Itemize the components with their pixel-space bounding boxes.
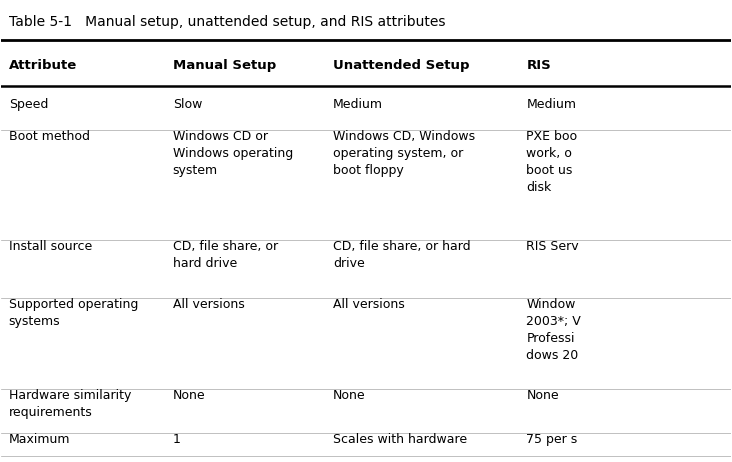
Text: 1: 1	[173, 433, 181, 446]
Text: Table 5-1   Manual setup, unattended setup, and RIS attributes: Table 5-1 Manual setup, unattended setup…	[9, 15, 445, 29]
Text: CD, file share, or hard
drive: CD, file share, or hard drive	[333, 240, 471, 270]
Text: Supported operating
systems: Supported operating systems	[9, 298, 138, 328]
Text: Unattended Setup: Unattended Setup	[333, 59, 470, 72]
Text: Slow: Slow	[173, 98, 202, 111]
Text: CD, file share, or
hard drive: CD, file share, or hard drive	[173, 240, 278, 270]
Text: Windows CD, Windows
operating system, or
boot floppy: Windows CD, Windows operating system, or…	[333, 130, 475, 177]
Text: Maximum: Maximum	[9, 433, 70, 446]
Text: All versions: All versions	[173, 298, 244, 310]
Text: Medium: Medium	[333, 98, 383, 111]
Text: None: None	[333, 389, 366, 402]
Text: 75 per s: 75 per s	[526, 433, 578, 446]
Text: All versions: All versions	[333, 298, 405, 310]
Text: Manual Setup: Manual Setup	[173, 59, 276, 72]
Text: Windows CD or
Windows operating
system: Windows CD or Windows operating system	[173, 130, 293, 177]
Text: Hardware similarity
requirements: Hardware similarity requirements	[9, 389, 131, 419]
Text: Window
2003*; V
Professi
dows 20: Window 2003*; V Professi dows 20	[526, 298, 581, 362]
Text: PXE boo
work, o
boot us
disk: PXE boo work, o boot us disk	[526, 130, 578, 194]
Text: Medium: Medium	[526, 98, 576, 111]
Text: Install source: Install source	[9, 240, 92, 253]
Text: Speed: Speed	[9, 98, 48, 111]
Text: RIS: RIS	[526, 59, 551, 72]
Text: None: None	[173, 389, 206, 402]
Text: Boot method: Boot method	[9, 130, 90, 143]
Text: RIS Serv: RIS Serv	[526, 240, 579, 253]
Text: Attribute: Attribute	[9, 59, 77, 72]
Text: None: None	[526, 389, 559, 402]
Text: Scales with hardware: Scales with hardware	[333, 433, 467, 446]
